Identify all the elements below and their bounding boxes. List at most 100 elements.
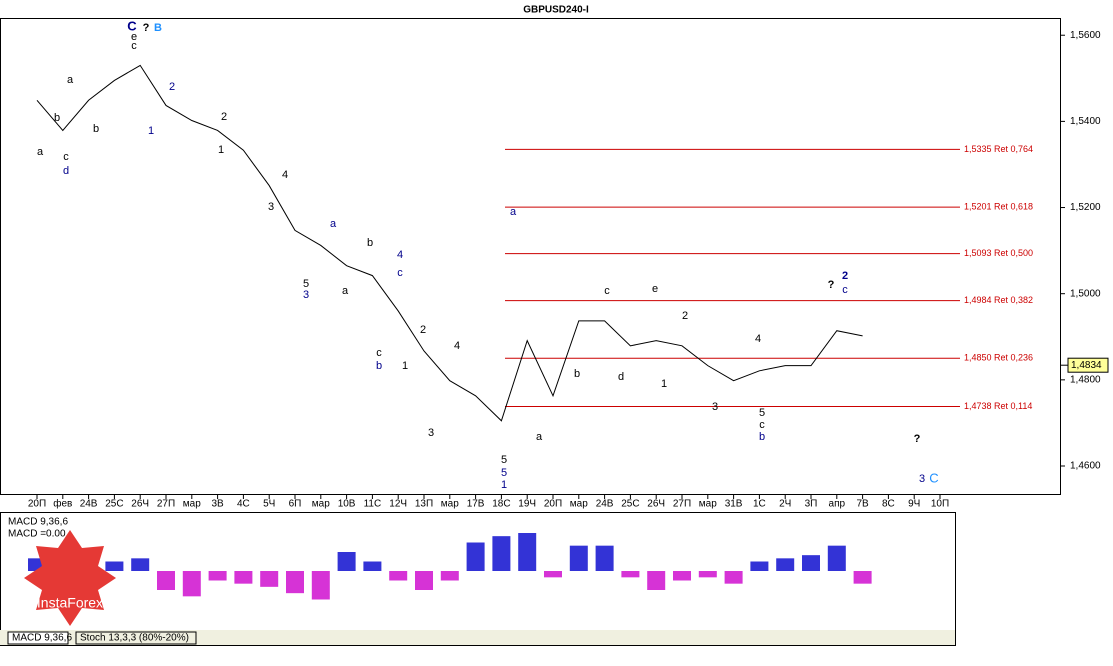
- macd-bar: [208, 571, 227, 581]
- macd-bar: [853, 571, 872, 584]
- macd-bar: [105, 561, 124, 571]
- current-price-box: [1067, 357, 1109, 373]
- y-tick-label: 1,4600: [1070, 461, 1101, 472]
- wave-label: 2: [682, 310, 688, 322]
- logo-badge: [24, 530, 116, 626]
- wave-label: a: [330, 218, 337, 230]
- x-tick-label: 4С: [237, 499, 250, 510]
- tab-label[interactable]: MACD 9,36,6: [12, 633, 72, 644]
- x-tick-label: 11С: [364, 499, 382, 510]
- x-tick-label: мар: [570, 499, 588, 510]
- x-tick-label: 25С: [105, 499, 123, 510]
- logo-text: InstaForex: [37, 595, 103, 611]
- tab[interactable]: [7, 631, 69, 645]
- wave-label: 4: [755, 333, 761, 345]
- macd-bar: [131, 558, 150, 571]
- x-tick-label: 1С: [753, 499, 766, 510]
- tab[interactable]: [75, 631, 197, 645]
- wave-label: 1: [501, 479, 507, 491]
- wave-label: c: [397, 267, 403, 279]
- x-tick-label: 8С: [882, 499, 895, 510]
- macd-bar: [595, 545, 614, 571]
- macd-bar: [466, 542, 485, 571]
- y-tick-label: 1,5000: [1070, 288, 1101, 299]
- level-label: 1,4738 Ret 0,114: [964, 401, 1032, 411]
- x-tick-label: 9Ч: [908, 499, 920, 510]
- x-tick-label: 26Ч: [647, 499, 665, 510]
- macd-bar: [750, 561, 769, 571]
- wave-label: a: [536, 431, 543, 443]
- wave-label: 5: [501, 467, 507, 479]
- y-tick-label: 1,4800: [1070, 374, 1101, 385]
- wave-label: d: [63, 165, 69, 177]
- macd-bar: [311, 571, 330, 600]
- chart-title: GBPUSD240-I: [523, 5, 589, 16]
- x-tick-label: мар: [441, 499, 459, 510]
- wave-label: 4: [454, 340, 460, 352]
- macd-bar: [337, 552, 356, 571]
- wave-label: e: [131, 31, 137, 43]
- wave-label: ?: [143, 22, 150, 34]
- wave-label: c: [604, 285, 610, 297]
- x-tick-label: 3В: [211, 499, 224, 510]
- wave-label: ?: [828, 279, 835, 291]
- x-tick-label: 24В: [596, 499, 614, 510]
- wave-label: b: [367, 237, 373, 249]
- wave-label: b: [574, 368, 580, 380]
- x-tick-label: 27П: [673, 499, 691, 510]
- wave-label: 5: [303, 278, 309, 290]
- y-tick-label: 1,5200: [1070, 202, 1101, 213]
- macd-value: MACD =0.00: [8, 529, 66, 540]
- macd-bar: [698, 571, 717, 578]
- x-tick-label: 13П: [415, 499, 433, 510]
- macd-bar: [647, 571, 666, 590]
- wave-label: C: [929, 470, 938, 485]
- macd-bar: [286, 571, 304, 594]
- x-tick-label: 10В: [338, 499, 356, 510]
- price-line: [36, 64, 863, 422]
- level-label: 1,4850 Ret 0,236: [964, 353, 1033, 363]
- x-tick-label: 20П: [544, 499, 562, 510]
- x-tick-label: 19Ч: [518, 499, 536, 510]
- wave-label: 5: [759, 407, 765, 419]
- x-tick-label: 3П: [805, 499, 818, 510]
- wave-label: c: [759, 419, 765, 431]
- x-tick-label: 12Ч: [389, 499, 407, 510]
- wave-label: 5: [501, 454, 507, 466]
- macd-title: MACD 9,36,6: [8, 517, 68, 528]
- tab-bar: [0, 630, 955, 645]
- wave-label: 2: [221, 111, 227, 123]
- macd-bar: [544, 571, 562, 578]
- x-tick-label: 10П: [931, 499, 949, 510]
- x-tick-label: 20П: [28, 499, 46, 510]
- macd-frame: [0, 512, 956, 646]
- tab-label[interactable]: Stoch 13,3,3 (80%-20%): [80, 633, 189, 644]
- wave-label: 1: [402, 360, 408, 372]
- wave-label: 3: [712, 401, 718, 413]
- level-label: 1,5335 Ret 0,764: [964, 144, 1033, 154]
- macd-bar: [724, 571, 743, 584]
- macd-bar: [389, 571, 408, 581]
- wave-label: c: [842, 284, 848, 296]
- wave-label: 1: [148, 125, 154, 137]
- x-tick-label: 7В: [856, 499, 869, 510]
- wave-label: c: [63, 151, 69, 163]
- wave-label: ?: [914, 433, 921, 445]
- wave-label: a: [510, 206, 517, 218]
- wave-label: b: [759, 431, 765, 443]
- x-tick-label: 24В: [80, 499, 98, 510]
- wave-label: 4: [397, 249, 403, 261]
- wave-label: c: [131, 40, 137, 52]
- x-tick-label: 5Ч: [263, 499, 275, 510]
- x-tick-label: 25С: [621, 499, 639, 510]
- x-tick-label: мар: [312, 499, 330, 510]
- x-tick-label: 2Ч: [779, 499, 791, 510]
- current-price-label: 1,4834: [1071, 360, 1102, 371]
- x-tick-label: апр: [829, 499, 846, 510]
- wave-label: b: [93, 123, 99, 135]
- x-tick-label: 26Ч: [131, 499, 149, 510]
- wave-label: a: [342, 285, 349, 297]
- macd-bar: [776, 558, 795, 571]
